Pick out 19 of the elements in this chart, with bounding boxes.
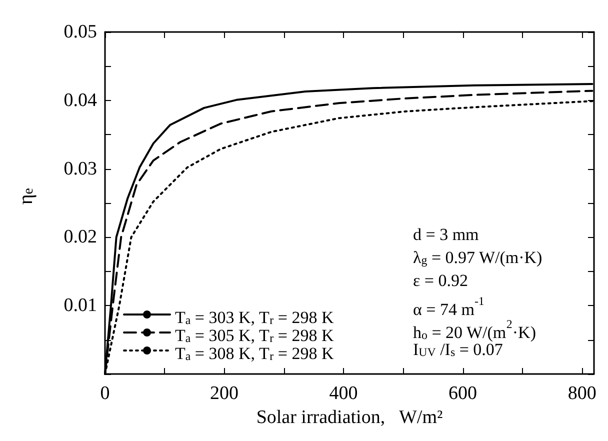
annotation: λg = 0.97 W/(m·K) [413,248,542,267]
legend-label: Ta = 308 K, Tr = 298 K [175,344,334,363]
y-axis-title: ηe [15,188,37,205]
x-tick-label: 800 [568,383,596,404]
y-tick-label: 0.03 [64,158,97,180]
legend-label: Ta = 303 K, Tr = 298 K [175,308,334,327]
y-tick-label: 0.04 [64,90,98,111]
y-tick-label: 0.02 [64,226,97,248]
annotation: ε = 0.92 [413,271,468,290]
y-tick-label: 0.05 [64,22,97,42]
annotation: IUV /Is = 0.07 [413,340,504,359]
legend-label: Ta = 305 K, Tr = 298 K [175,326,334,345]
x-tick-label: 200 [210,383,239,404]
x-tick-label: 400 [329,383,358,404]
annotation: d = 3 mm [413,225,479,244]
x-tick-label: 0 [100,383,110,404]
x-axis-title: Solar irradiation, W/m² [256,406,443,428]
x-tick-label: 600 [448,383,478,404]
y-tick-label: 0.01 [64,295,97,316]
